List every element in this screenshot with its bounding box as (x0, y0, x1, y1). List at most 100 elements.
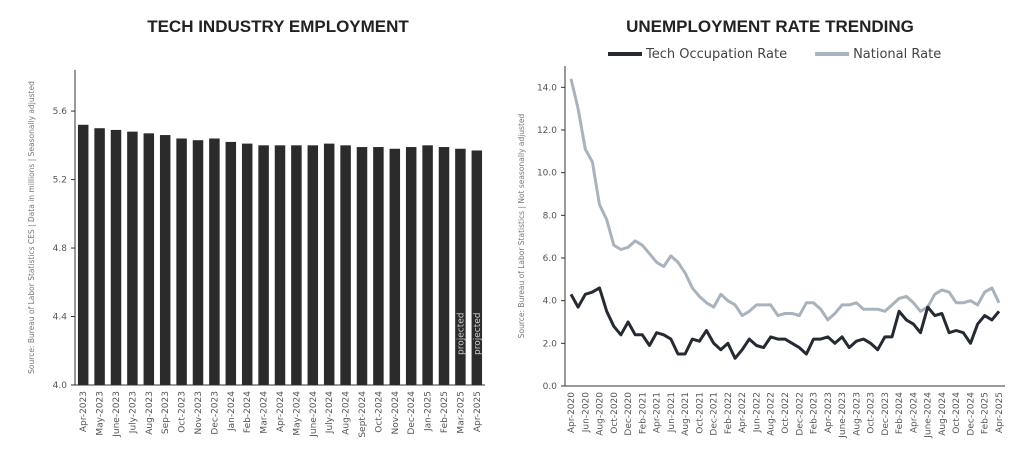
y-tick-label: 10.0 (537, 169, 557, 179)
x-tick-label: Mar-2024 (260, 391, 270, 434)
chart-title: UNEMPLOYMENT RATE TRENDING (626, 17, 914, 36)
bar (438, 147, 450, 385)
x-tick-label: July-2024 (325, 391, 335, 434)
x-tick-label: Sep-2023 (161, 391, 171, 434)
x-tick-label: Aug-2020 (596, 392, 606, 436)
x-tick-label: Nov-2024 (391, 391, 401, 435)
x-tick-label: Aug-2024 (938, 392, 948, 436)
bar (192, 140, 204, 385)
y-tick-label: 8.0 (543, 211, 558, 221)
x-tick-label: Feb-2022 (724, 392, 734, 434)
x-tick-label: Apr-2025 (473, 391, 483, 432)
x-tick-label: Aug-2023 (145, 391, 155, 435)
x-tick-label: Mar-2025 (456, 391, 466, 434)
annotation: projected (473, 313, 483, 356)
x-tick-label: Aug-2023 (852, 392, 862, 436)
x-tick-label: Dec-2021 (710, 392, 720, 436)
y-tick-label: 5.2 (53, 176, 67, 186)
x-tick-label: Dec-2024 (407, 391, 417, 435)
x-tick-label: July-2023 (128, 391, 138, 434)
bar (373, 147, 384, 385)
bar (455, 148, 466, 385)
y-tick-label: 4.0 (543, 297, 558, 307)
x-tick-label: Feb-2025 (981, 392, 991, 434)
x-tick-label: June-2024 (309, 391, 319, 438)
x-tick-label: Jun-2020 (581, 392, 591, 433)
x-tick-label: Feb-2024 (243, 391, 253, 433)
x-tick-label: Dec-2023 (210, 391, 220, 435)
bar (291, 145, 302, 385)
y-tick-label: 4.8 (53, 244, 68, 254)
x-tick-label: Oct-2022 (781, 392, 791, 434)
x-tick-label: Jan-2024 (227, 391, 237, 432)
x-tick-label: Oct-2024 (374, 391, 384, 433)
y-tick-label: 0.0 (543, 382, 558, 392)
legend-label: National Rate (853, 47, 941, 62)
y-tick-label: 4.0 (53, 381, 68, 391)
x-tick-label: May-2023 (96, 391, 106, 436)
bar (405, 147, 417, 385)
x-tick-label: Apr-2022 (738, 392, 748, 433)
bar (127, 131, 138, 385)
x-tick-label: Dec-2024 (966, 392, 976, 436)
chart-title: TECH INDUSTRY EMPLOYMENT (147, 17, 409, 36)
x-tick-label: Feb-2025 (440, 391, 450, 433)
x-tick-label: Jun-2022 (752, 392, 762, 433)
x-tick-label: June-2023 (838, 392, 848, 439)
x-tick-label: Aug-2024 (342, 391, 352, 435)
x-tick-label: Apr-2025 (995, 392, 1005, 433)
x-tick-label: Dec-2022 (795, 392, 805, 436)
annotation: projected (456, 313, 466, 356)
x-tick-label: Sept-2024 (358, 391, 368, 438)
line-series (569, 286, 1001, 360)
bar (209, 138, 220, 385)
bar (356, 147, 368, 385)
bar (274, 145, 286, 385)
bar (241, 143, 253, 385)
y-tick-label: 2.0 (543, 339, 558, 349)
line-series (569, 78, 1001, 322)
y-tick-label: 5.6 (53, 107, 68, 117)
bar (323, 143, 335, 385)
bar (258, 145, 269, 385)
bar (143, 133, 155, 385)
x-tick-label: Oct-2023 (867, 392, 877, 434)
bar (110, 129, 122, 385)
x-tick-label: Dec-2023 (881, 392, 891, 436)
x-tick-label: Aug-2021 (681, 392, 691, 436)
x-tick-label: Jun-2021 (667, 392, 677, 433)
x-tick-label: May-2024 (292, 391, 302, 436)
x-tick-label: Apr-2021 (653, 392, 663, 433)
y-axis-label: Source: Bureau of Labor Statistics CES |… (27, 81, 36, 374)
bar (225, 141, 237, 385)
bar (176, 138, 187, 385)
y-tick-label: 12.0 (537, 126, 557, 136)
x-tick-label: Apr-2023 (79, 391, 89, 432)
bar (471, 150, 483, 385)
x-tick-label: Apr-2024 (276, 391, 286, 432)
y-tick-label: 14.0 (537, 83, 557, 93)
x-tick-label: Oct-2024 (952, 392, 962, 434)
bar (389, 148, 401, 385)
x-tick-label: Apr-2024 (909, 392, 919, 433)
bar (159, 135, 171, 385)
x-tick-label: Aug-2022 (767, 392, 777, 436)
x-tick-label: June-2024 (924, 392, 934, 439)
x-tick-label: Feb-2024 (895, 392, 905, 434)
x-tick-label: Oct-2021 (695, 392, 705, 434)
y-axis-label: Source: Bureau of Labor Statistics | Not… (517, 114, 526, 339)
legend-label: Tech Occupation Rate (645, 47, 787, 62)
x-tick-label: Dec-2020 (624, 392, 634, 436)
x-tick-label: June-2023 (112, 391, 122, 438)
y-tick-label: 4.4 (53, 313, 68, 323)
x-tick-label: Apr-2020 (567, 392, 577, 433)
bar (77, 124, 89, 386)
x-tick-label: Nov-2023 (194, 391, 204, 434)
bar (422, 145, 433, 385)
bar (307, 145, 319, 385)
x-tick-label: Feb-2021 (638, 392, 648, 434)
x-tick-label: Jan-2025 (424, 391, 434, 432)
x-tick-label: Oct-2023 (178, 391, 188, 433)
x-tick-label: Oct-2020 (610, 392, 620, 434)
